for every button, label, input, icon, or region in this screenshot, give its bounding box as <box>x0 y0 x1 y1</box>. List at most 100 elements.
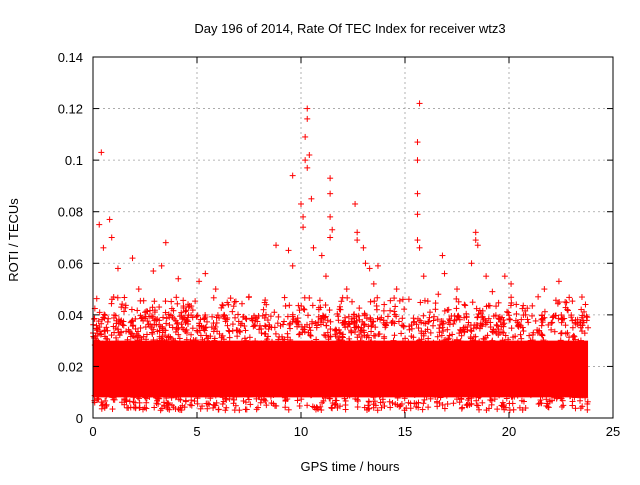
scatter-fill-mark <box>529 302 536 309</box>
scatter-fill-mark <box>496 392 503 399</box>
scatter-point <box>474 242 481 249</box>
scatter-fill-mark <box>370 394 377 401</box>
scatter-fill-mark <box>572 336 579 343</box>
scatter-fill-mark <box>375 331 382 338</box>
baseline-band <box>93 340 589 398</box>
scatter-fill-mark <box>287 320 294 327</box>
scatter-fill-mark <box>120 318 127 325</box>
scatter-point <box>435 291 442 298</box>
scatter-fill-mark <box>111 329 118 336</box>
scatter-fill-mark <box>479 399 486 406</box>
scatter-point <box>555 278 562 285</box>
scatter-fill-mark <box>496 316 503 323</box>
scatter-fill-mark <box>535 400 542 407</box>
scatter-fill-mark <box>257 399 264 406</box>
scatter-fill-mark <box>137 297 144 304</box>
scatter-fill-mark <box>538 312 545 319</box>
scatter-fill-mark <box>453 305 460 312</box>
scatter-fill-mark <box>558 340 565 347</box>
scatter-fill-mark <box>188 402 195 409</box>
scatter-fill-mark <box>432 306 439 313</box>
scatter-point <box>374 262 381 269</box>
scatter-fill-mark <box>106 339 113 346</box>
grid-layer <box>93 57 613 418</box>
scatter-point <box>445 306 452 313</box>
scatter-fill-mark <box>111 396 118 403</box>
scatter-fill-mark <box>444 401 451 408</box>
scatter-fill-mark <box>183 318 190 325</box>
scatter-fill-mark <box>128 318 135 325</box>
scatter-fill-mark <box>137 344 144 351</box>
scatter-fill-mark <box>446 316 453 323</box>
scatter-fill-mark <box>370 318 377 325</box>
scatter-fill-mark <box>243 406 250 413</box>
scatter-point <box>393 286 400 293</box>
scatter-fill-mark <box>211 337 218 344</box>
scatter-fill-mark <box>324 317 331 324</box>
scatter-fill-mark <box>481 342 488 349</box>
scatter-fill-mark <box>360 342 367 349</box>
scatter-fill-mark <box>242 399 249 406</box>
scatter-fill-mark <box>204 318 211 325</box>
scatter-fill-mark <box>226 334 233 341</box>
scatter-fill-mark <box>356 343 363 350</box>
scatter-fill-mark <box>532 341 539 348</box>
scatter-fill-mark <box>562 304 569 311</box>
scatter-point <box>580 319 587 326</box>
scatter-fill-mark <box>172 339 179 346</box>
scatter-point <box>310 244 317 251</box>
scatter-fill-mark <box>451 339 458 346</box>
scatter-fill-mark <box>378 404 385 411</box>
scatter-fill-mark <box>372 324 379 331</box>
scatter-fill-mark <box>439 401 446 408</box>
scatter-point <box>108 234 115 241</box>
scatter-fill-mark <box>322 332 329 339</box>
scatter-fill-mark <box>189 307 196 314</box>
scatter-fill-mark <box>231 396 238 403</box>
scatter-fill-mark <box>405 338 412 345</box>
scatter-fill-mark <box>216 315 223 322</box>
scatter-fill-mark <box>105 315 112 322</box>
scatter-fill-mark <box>487 393 494 400</box>
scatter-fill-mark <box>472 337 479 344</box>
scatter-fill-mark <box>271 309 278 316</box>
scatter-fill-mark <box>557 330 564 337</box>
dense-data-band <box>93 340 589 398</box>
scatter-fill-mark <box>213 319 220 326</box>
scatter-fill-mark <box>503 395 510 402</box>
scatter-point <box>196 278 203 285</box>
scatter-fill-mark <box>334 310 341 317</box>
y-tick-label: 0.12 <box>58 102 83 117</box>
scatter-fill-mark <box>122 302 129 309</box>
scatter-point <box>150 268 157 275</box>
scatter-point <box>354 229 361 236</box>
scatter-fill-mark <box>194 328 201 335</box>
scatter-fill-mark <box>557 337 564 344</box>
scatter-fill-mark <box>214 312 221 319</box>
scatter-fill-mark <box>338 298 345 305</box>
scatter-fill-mark <box>475 394 482 401</box>
scatter-fill-mark <box>365 402 372 409</box>
scatter-fill-mark <box>173 325 180 332</box>
scatter-fill-mark <box>379 393 386 400</box>
scatter-fill-mark <box>168 394 175 401</box>
scatter-fill-mark <box>270 391 277 398</box>
scatter-fill-mark <box>319 312 326 319</box>
scatter-fill-mark <box>407 400 414 407</box>
scatter-fill-mark <box>103 393 110 400</box>
scatter-fill-mark <box>295 321 302 328</box>
scatter-point <box>454 286 460 293</box>
scatter-fill-mark <box>194 312 201 319</box>
scatter-fill-mark <box>365 405 372 412</box>
scatter-fill-mark <box>318 316 325 323</box>
scatter-fill-mark <box>463 314 470 321</box>
scatter-fill-mark <box>396 297 403 304</box>
scatter-fill-mark <box>125 326 132 333</box>
scatter-point <box>289 262 296 269</box>
scatter-fill-mark <box>387 307 394 314</box>
scatter-fill-mark <box>336 330 343 337</box>
scatter-fill-mark <box>420 344 427 351</box>
scatter-point <box>337 306 344 313</box>
scatter-fill-mark <box>117 341 124 348</box>
scatter-fill-mark <box>151 404 158 411</box>
